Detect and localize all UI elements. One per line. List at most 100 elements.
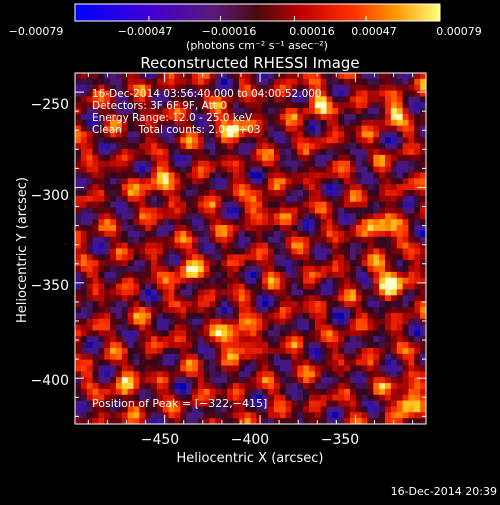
heatmap-cell (373, 307, 380, 314)
heatmap-cell (133, 271, 140, 279)
heatmap-cell (285, 225, 292, 232)
heatmap-cell (402, 90, 409, 97)
heatmap-cell (145, 371, 152, 378)
heatmap-cell (174, 160, 181, 167)
heatmap-cell (320, 84, 327, 91)
heatmap-cell (238, 84, 246, 91)
heatmap-cell (209, 143, 216, 150)
heatmap-cell (314, 172, 322, 179)
heatmap-cell (385, 131, 392, 138)
heatmap-cell (151, 84, 158, 91)
heatmap-cell (408, 318, 415, 325)
heatmap-cell (385, 342, 392, 349)
heatmap-cell (268, 149, 275, 156)
heatmap-cell (162, 277, 169, 284)
heatmap-cell (285, 137, 292, 144)
heatmap-cell (320, 108, 327, 115)
heatmap-cell (338, 207, 345, 214)
heatmap-cell (197, 201, 205, 208)
heatmap-cell (80, 254, 88, 261)
heatmap-cell (268, 113, 275, 121)
heatmap-cell (215, 207, 222, 214)
heatmap-cell (92, 184, 99, 191)
heatmap-cell (203, 125, 210, 132)
heatmap-cell (291, 318, 298, 325)
heatmap-cell (221, 289, 228, 296)
heatmap-cell (320, 190, 327, 197)
heatmap-cell (174, 301, 181, 308)
heatmap-cell (151, 312, 158, 320)
heatmap-cell (115, 301, 123, 308)
heatmap-cell (262, 149, 269, 156)
heatmap-cell (104, 213, 111, 220)
heatmap-cell (314, 295, 322, 302)
heatmap-cell (390, 406, 398, 413)
heatmap-cell (133, 347, 140, 355)
heatmap-cell (396, 236, 403, 244)
heatmap-cell (104, 347, 111, 355)
heatmap-cell (332, 307, 339, 314)
heatmap-cell (121, 73, 129, 80)
heatmap-cell (262, 96, 269, 103)
heatmap-cell (127, 406, 134, 413)
heatmap-cell (232, 143, 240, 150)
heatmap-cell (361, 318, 368, 325)
heatmap-cell (332, 377, 339, 384)
heatmap-cell (104, 260, 111, 267)
heatmap-cell (250, 295, 257, 302)
heatmap-cell (273, 213, 281, 220)
heatmap-cell (414, 365, 421, 372)
heatmap-cell (80, 84, 88, 91)
heatmap-cell (314, 353, 322, 361)
heatmap-cell (291, 400, 298, 407)
heatmap-cell (162, 178, 169, 185)
heatmap-cell (303, 213, 310, 220)
heatmap-cell (285, 347, 292, 355)
heatmap-cell (156, 242, 164, 249)
heatmap-cell (168, 119, 175, 127)
heatmap-cell (273, 371, 281, 378)
heatmap-cell (385, 260, 392, 267)
heatmap-cell (355, 289, 363, 296)
heatmap-cell (379, 330, 386, 337)
heatmap-cell (250, 154, 257, 162)
heatmap-cell (192, 283, 199, 290)
heatmap-cell (115, 178, 123, 185)
heatmap-cell (139, 242, 146, 249)
heatmap-cell (367, 266, 374, 273)
heatmap-cell (133, 201, 140, 208)
heatmap-cell (414, 394, 421, 401)
heatmap-cell (268, 312, 275, 320)
heatmap-cell (227, 137, 234, 144)
heatmap-cell (186, 207, 193, 214)
heatmap-cell (303, 394, 310, 401)
heatmap-cell (396, 84, 403, 91)
heatmap-cell (355, 90, 363, 97)
heatmap-cell (145, 394, 152, 401)
heatmap-cell (86, 359, 93, 366)
heatmap-cell (414, 84, 421, 91)
heatmap-cell (408, 207, 415, 214)
heatmap-cell (396, 388, 403, 396)
heatmap-cell (344, 149, 351, 156)
heatmap-cell (414, 137, 421, 144)
heatmap-cell (215, 301, 222, 308)
heatmap-cell (390, 190, 398, 197)
heatmap-cell (162, 207, 169, 214)
heatmap-cell (174, 125, 181, 132)
heatmap-cell (168, 371, 175, 378)
heatmap-cell (80, 301, 88, 308)
heatmap-cell (75, 143, 82, 150)
heatmap-cell (420, 236, 426, 244)
heatmap-cell (279, 160, 286, 167)
heatmap-cell (92, 207, 99, 214)
heatmap-cell (174, 406, 181, 413)
heatmap-cell (174, 184, 181, 191)
heatmap-cell (303, 184, 310, 191)
heatmap-cell (98, 160, 105, 167)
heatmap-cell (110, 190, 117, 197)
heatmap-cell (326, 295, 333, 302)
heatmap-cell (151, 201, 158, 208)
heatmap-cell (209, 342, 216, 349)
heatmap-cell (314, 359, 322, 366)
